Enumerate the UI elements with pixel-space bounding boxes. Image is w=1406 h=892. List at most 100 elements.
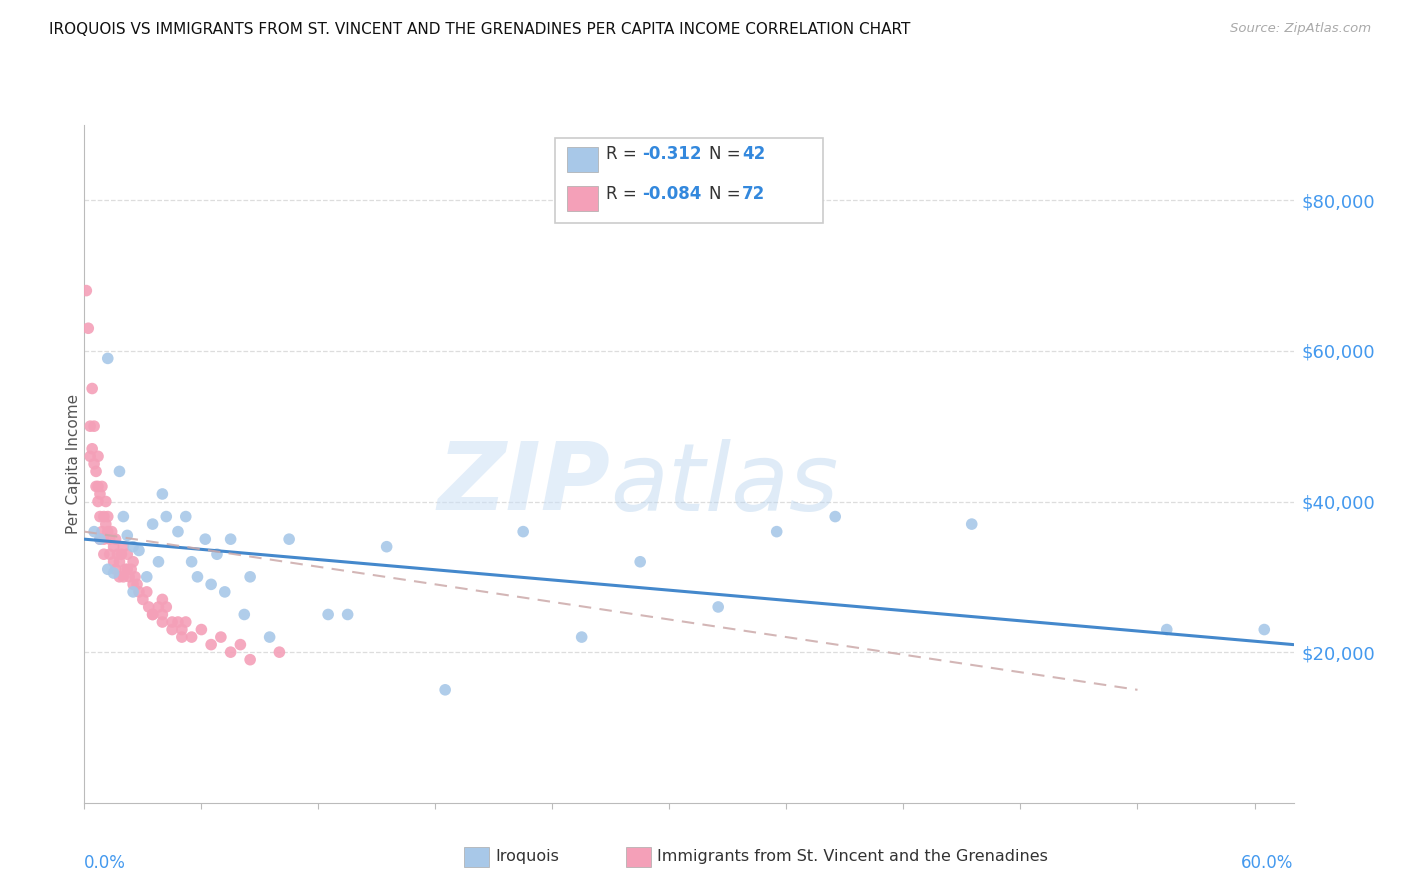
Point <box>77 321 100 335</box>
Point <box>336 607 359 622</box>
Point <box>108 555 131 569</box>
Text: Source: ZipAtlas.com: Source: ZipAtlas.com <box>1230 22 1371 36</box>
Point <box>259 630 281 644</box>
Point <box>167 524 190 539</box>
Point <box>117 562 139 576</box>
Point <box>79 419 101 434</box>
Point <box>219 532 242 546</box>
Point <box>122 585 145 599</box>
Text: Immigrants from St. Vincent and the Grenadines: Immigrants from St. Vincent and the Gren… <box>657 849 1047 863</box>
Point <box>97 524 120 539</box>
Point <box>112 509 135 524</box>
Text: 0.0%: 0.0% <box>84 854 127 871</box>
Point <box>434 682 457 697</box>
Point <box>89 487 111 501</box>
Point <box>117 528 139 542</box>
Point <box>117 547 139 561</box>
Point <box>108 464 131 478</box>
Text: N =: N = <box>709 145 745 163</box>
Point <box>103 540 125 554</box>
Point <box>142 517 165 532</box>
Point <box>93 509 115 524</box>
Point <box>150 487 173 501</box>
Point <box>174 615 197 629</box>
Text: -0.312: -0.312 <box>643 145 702 163</box>
Point <box>122 540 145 554</box>
Point <box>89 532 111 546</box>
Text: R =: R = <box>606 185 643 202</box>
Point <box>167 615 190 629</box>
Point <box>89 532 111 546</box>
Point <box>135 570 157 584</box>
Point <box>84 479 107 493</box>
Point <box>122 577 145 591</box>
Point <box>219 645 242 659</box>
Point <box>100 524 122 539</box>
Text: R =: R = <box>606 145 643 163</box>
Point <box>155 599 177 614</box>
Point <box>128 585 150 599</box>
Point <box>103 566 125 580</box>
Point <box>278 532 301 546</box>
Point <box>214 585 236 599</box>
Point <box>194 532 217 546</box>
Text: Iroquois: Iroquois <box>495 849 558 863</box>
Point <box>87 450 110 464</box>
Point <box>108 570 131 584</box>
Point <box>112 570 135 584</box>
Point <box>148 599 170 614</box>
Point <box>233 607 256 622</box>
Point <box>150 592 173 607</box>
Point <box>107 547 129 561</box>
Point <box>765 524 787 539</box>
Point <box>84 464 107 478</box>
Point <box>112 540 135 554</box>
Point <box>93 532 115 546</box>
Point <box>89 509 111 524</box>
Point <box>83 524 105 539</box>
Point <box>160 623 183 637</box>
Point <box>142 607 165 622</box>
Point <box>103 555 125 569</box>
Point <box>229 638 252 652</box>
Point <box>83 419 105 434</box>
Point <box>97 351 120 366</box>
Point <box>170 623 193 637</box>
Point <box>122 555 145 569</box>
Point <box>118 570 141 584</box>
Point <box>104 532 127 546</box>
Text: -0.084: -0.084 <box>643 185 702 202</box>
Text: atlas: atlas <box>610 439 838 530</box>
Point <box>75 284 97 298</box>
Point <box>98 532 121 546</box>
Point <box>93 547 115 561</box>
Point <box>316 607 339 622</box>
Point <box>180 630 202 644</box>
Point <box>170 630 193 644</box>
Point <box>200 638 222 652</box>
Point <box>82 442 104 456</box>
Point <box>124 570 146 584</box>
Point <box>155 509 177 524</box>
Point <box>110 547 132 561</box>
Point <box>239 653 262 667</box>
Point <box>97 562 120 576</box>
Point <box>142 607 165 622</box>
Point <box>200 577 222 591</box>
Point <box>960 517 983 532</box>
Point <box>82 382 104 396</box>
Point <box>1253 623 1275 637</box>
Point <box>180 555 202 569</box>
Point <box>94 517 117 532</box>
Point <box>205 547 228 561</box>
Point <box>90 524 112 539</box>
Point <box>150 607 173 622</box>
Point <box>512 524 534 539</box>
Point <box>150 615 173 629</box>
Point <box>128 543 150 558</box>
Point <box>174 509 197 524</box>
Point <box>79 450 101 464</box>
Point <box>90 479 112 493</box>
Point <box>186 570 208 584</box>
Point <box>148 555 170 569</box>
